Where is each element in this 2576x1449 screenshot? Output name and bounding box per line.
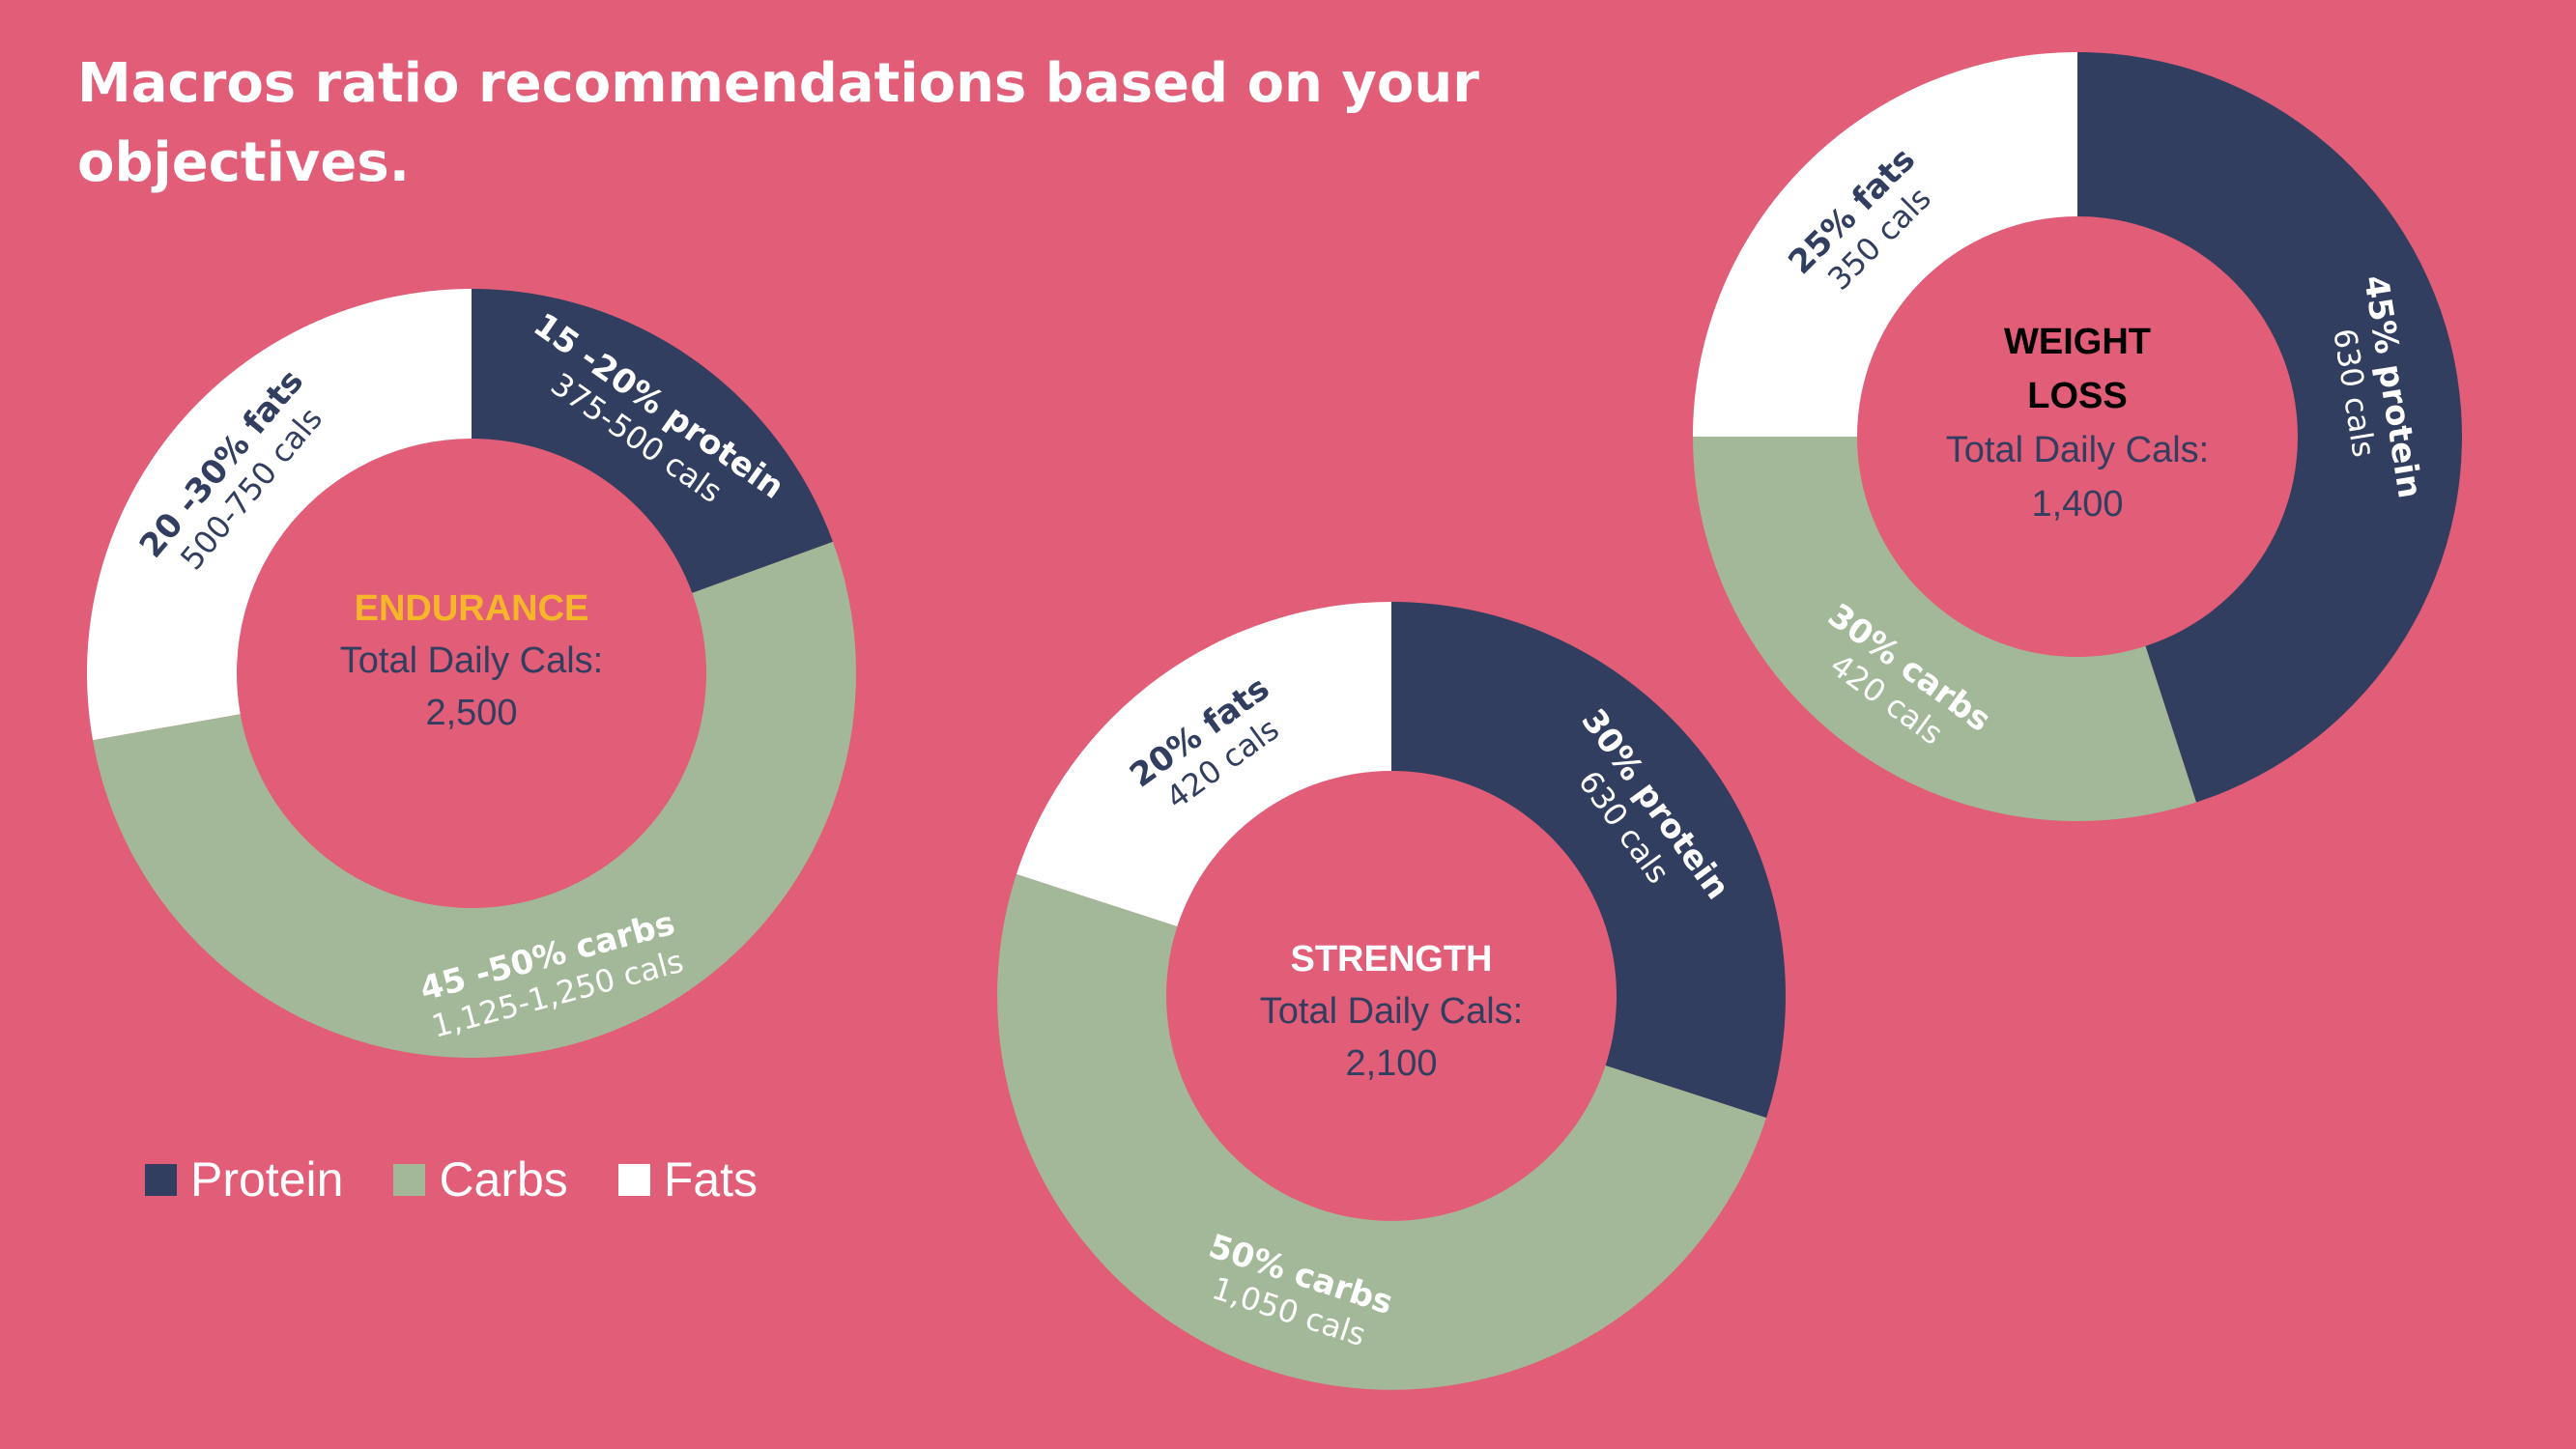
- slice-endurance-carbs: [93, 541, 857, 1059]
- slice-endurance-fats: [86, 289, 472, 741]
- legend-label-carbs: Carbs: [439, 1152, 568, 1207]
- slice-weight-loss-fats: [1693, 52, 2077, 437]
- chart-title: STRENGTH: [1291, 939, 1493, 980]
- total-cals-value: 1,400: [2031, 484, 2123, 525]
- legend-swatch-carbs: [393, 1163, 426, 1196]
- legend-item-carbs: Carbs: [393, 1151, 568, 1208]
- legend: Protein Carbs Fats: [145, 1151, 808, 1208]
- chart-title: ENDURANCE: [355, 588, 589, 629]
- legend-item-fats: Fats: [617, 1151, 758, 1208]
- total-cals-label: Total Daily Cals:: [1946, 430, 2209, 470]
- slice-weight-loss-carbs: [1693, 437, 2196, 822]
- legend-label-protein: Protein: [190, 1152, 344, 1207]
- slice-weight-loss-protein: [2077, 52, 2463, 803]
- legend-label-fats: Fats: [663, 1152, 758, 1207]
- chart-title: LOSS: [2027, 376, 2127, 416]
- legend-item-protein: Protein: [145, 1151, 343, 1208]
- total-cals-label: Total Daily Cals:: [1260, 991, 1523, 1032]
- slice-strength-protein: [1390, 602, 1786, 1119]
- legend-swatch-protein: [145, 1163, 177, 1196]
- legend-swatch-fats: [617, 1163, 650, 1196]
- total-cals-value: 2,100: [1345, 1043, 1437, 1084]
- slice-strength-carbs: [997, 873, 1767, 1390]
- page-title: Macros ratio recommendations based on yo…: [77, 52, 1479, 194]
- total-cals-value: 2,500: [425, 693, 517, 733]
- slice-strength-fats: [1016, 602, 1391, 926]
- chart-title: WEIGHT: [2004, 322, 2151, 362]
- slice-endurance-protein: [472, 289, 833, 593]
- total-cals-label: Total Daily Cals:: [340, 640, 603, 681]
